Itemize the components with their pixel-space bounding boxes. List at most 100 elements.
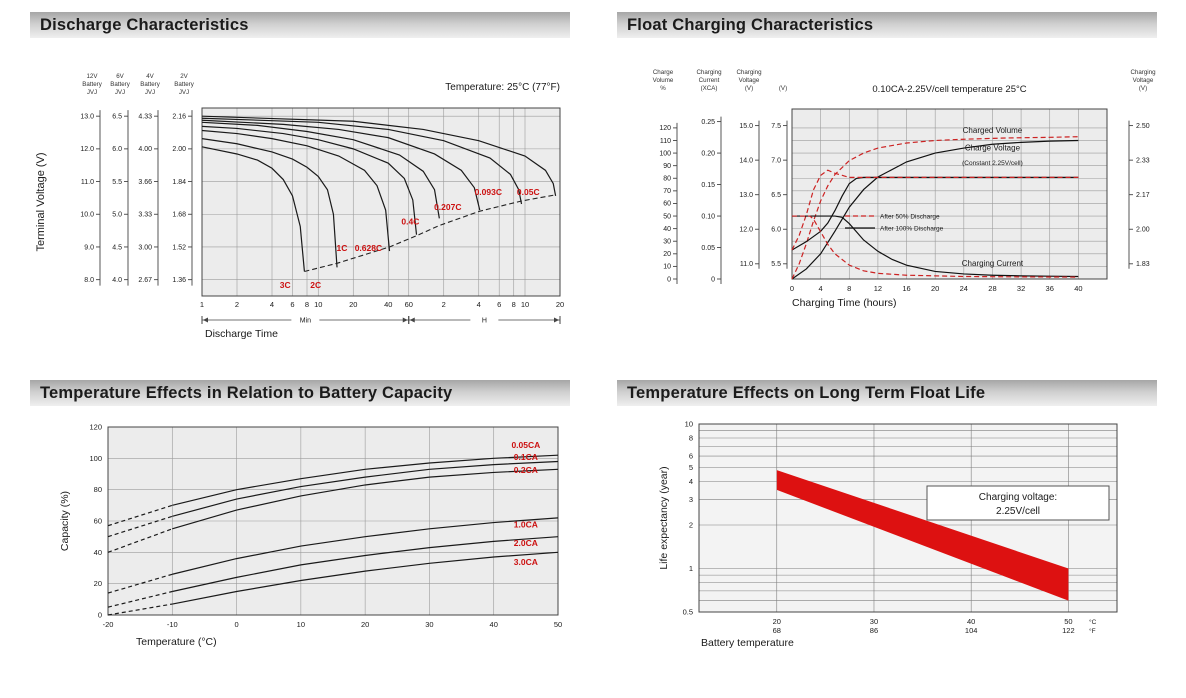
x-tick-label: 0: [234, 620, 238, 629]
rate-label: 3C: [280, 280, 291, 290]
x-tick-label: 6: [497, 300, 501, 309]
y-tick-label: 2.16: [172, 113, 186, 120]
x-tick-label: 6: [290, 300, 294, 309]
axis-tick-label: 20: [663, 251, 671, 258]
y-tick-label: 1: [689, 564, 693, 573]
x-tick-label-fahrenheit: 104: [965, 626, 978, 635]
y-scale-title: Battery: [110, 81, 131, 88]
temp-capacity-chart-svg: 0 20 40 60 80 100 120 -20 -10 0 10 20 30 40 50 Capacity…: [59, 423, 562, 649]
y-tick-label: 100: [89, 454, 102, 463]
x-tick-label: 8: [512, 300, 516, 309]
y-scale-title: Battery: [174, 81, 195, 88]
y-tick-label: 5: [689, 463, 693, 472]
x-tick-label: 1: [200, 300, 204, 309]
y-scale-title: JVJ: [179, 89, 189, 96]
plot-label: Charging Current: [962, 259, 1024, 268]
axis-tick-label: 0.05: [701, 245, 715, 252]
axis-tick-label: 11.0: [740, 261, 753, 268]
axis-tick-label: 70: [663, 188, 671, 195]
x-tick-label: 2: [442, 300, 446, 309]
x-tick-label: 10: [521, 300, 529, 309]
x-tick-label: 16: [902, 284, 910, 293]
life-expectancy-band: [776, 470, 1069, 601]
axis-tick-label: 2.33: [1136, 157, 1150, 164]
annotation-line1: Charging voltage:: [979, 492, 1057, 503]
rate-label: 2.0CA: [514, 538, 538, 548]
x-tick-label: 8: [305, 300, 309, 309]
series-charging-current-100: [792, 215, 1079, 278]
axis-section-label: H: [482, 318, 487, 325]
y-tick-label: 1.52: [172, 244, 186, 251]
axis-tick-label: 7.0: [771, 157, 781, 164]
axis-tick-label: 10: [663, 264, 671, 271]
axis-section-label: Min: [300, 318, 311, 325]
axis-tick-label: 0: [711, 276, 715, 283]
curve-0.1CA-dashed: [107, 515, 173, 538]
celsius-unit: °C: [1089, 618, 1097, 626]
y-tick-label: 6.5: [112, 113, 122, 120]
series-charged-volume-100: [791, 139, 1079, 280]
axis-title: Volume: [653, 77, 674, 84]
axis-title: Voltage: [1133, 77, 1154, 84]
curve-0.093C: [201, 117, 523, 205]
plot-label: (Constant 2.25V/cell): [962, 160, 1023, 167]
y-tick-label: 1.68: [172, 212, 186, 219]
panel-float-life: Temperature Effects on Long Term Float L…: [617, 380, 1157, 687]
axis-tick-label: 110: [660, 138, 671, 145]
y-tick-label: 13.0: [80, 113, 94, 120]
y-axis-label: Terminal Voltage (V): [35, 152, 47, 251]
y-tick-label: 20: [94, 579, 102, 588]
y-tick-label: 3.00: [138, 244, 152, 251]
rate-label: 0.2CA: [514, 465, 538, 475]
y-scale-title: Battery: [140, 81, 161, 88]
y-tick-label: 120: [89, 423, 102, 432]
y-tick-label: 2.00: [172, 146, 186, 153]
curve-2.0CA: [172, 536, 559, 593]
rate-label: 0.05C: [517, 187, 540, 197]
curve-3.0CA-dashed: [107, 603, 173, 616]
axis-tick-label: 6.5: [771, 192, 781, 199]
y-tick-label: 1.36: [172, 277, 186, 284]
axis-tick-label: 60: [663, 201, 671, 208]
series-charge-voltage-50: [791, 169, 1079, 251]
y-tick-label: 9.0: [84, 244, 94, 251]
rate-label: 0.1CA: [514, 452, 538, 462]
panel-float-charging: Float Charging Characteristics Charge Vol…: [617, 12, 1157, 334]
axis-tick-label: 120: [659, 125, 671, 132]
panel-temp-capacity: Temperature Effects in Relation to Batte…: [30, 380, 570, 687]
axis-title: Charging: [736, 69, 762, 76]
axis-title: Charging: [696, 69, 722, 76]
axis-tick-label: 80: [663, 176, 671, 183]
y-tick-label: 3.33: [138, 212, 152, 219]
float-life-chart-svg: Charging voltage:2.25V/cell1086543210.52…: [658, 420, 1118, 649]
y-tick-label: 4.33: [138, 113, 152, 120]
y-tick-label: 1.84: [172, 179, 186, 186]
float-life-header: Temperature Effects on Long Term Float L…: [617, 380, 1157, 406]
float-charging-chart-svg: ChargeVolume%120110100908070605040302010…: [653, 69, 1156, 309]
y-scale-title: 2V: [180, 73, 188, 80]
x-tick-label: 32: [1017, 284, 1025, 293]
x-tick-label: 4: [270, 300, 274, 309]
rate-label: 1C: [337, 243, 348, 253]
y-tick-label: 5.0: [112, 212, 122, 219]
axis-tick-label: 100: [659, 150, 671, 157]
axis-tick-label: 6.0: [771, 227, 781, 234]
y-tick-label: 4: [689, 477, 693, 486]
axis-tick-label: 2.50: [1136, 123, 1150, 130]
x-tick-label: 10: [314, 300, 322, 309]
x-tick-label: 40: [1074, 284, 1082, 293]
fahrenheit-unit: °F: [1089, 627, 1096, 635]
axis-tick-label: 2.00: [1136, 227, 1150, 234]
y-tick-label: 10: [685, 420, 693, 429]
y-tick-label: 8: [689, 434, 693, 443]
curve-0.05C: [201, 115, 557, 196]
y-tick-label: 6: [689, 452, 693, 461]
curve-0.05CA-dashed: [107, 504, 173, 527]
y-tick-label: 4.5: [112, 244, 122, 251]
axis-tick-label: 0.20: [701, 150, 715, 157]
rate-label: 2C: [310, 280, 321, 290]
axis-tick-label: 13.0: [739, 192, 753, 199]
y-scale-title: 4V: [146, 73, 154, 80]
y-tick-label: 4.00: [138, 146, 152, 153]
